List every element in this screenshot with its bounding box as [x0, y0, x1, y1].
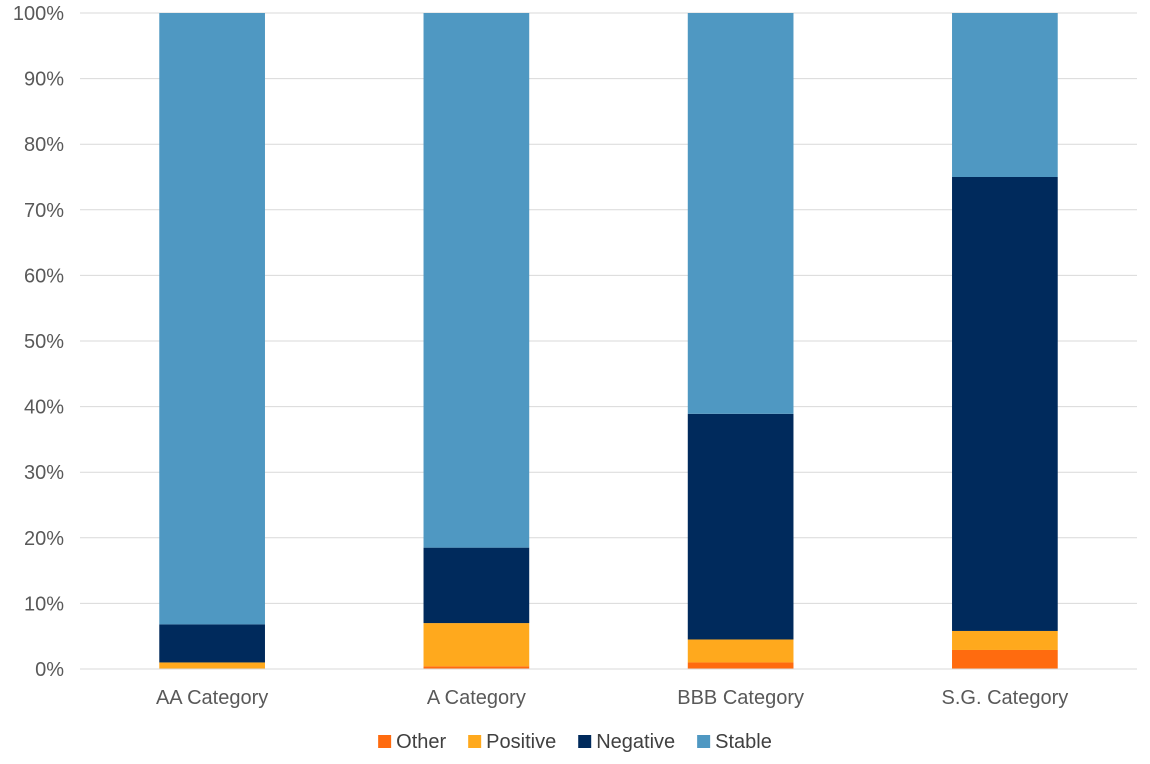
- y-tick-label: 80%: [24, 134, 64, 156]
- bar-segment-stable: [159, 13, 265, 625]
- bar-stack: [423, 13, 530, 669]
- legend-item-negative: Negative: [578, 731, 675, 753]
- bar-segment-stable: [687, 13, 794, 414]
- y-tick-label: 70%: [24, 200, 64, 222]
- y-tick-label: 90%: [24, 69, 64, 91]
- bars: [159, 13, 1058, 669]
- bar-segment-positive: [952, 630, 1058, 650]
- bar-segment-negative: [159, 624, 265, 663]
- bar-segment-negative: [952, 177, 1058, 631]
- y-tick-label: 0%: [35, 659, 64, 681]
- bar-segment-other: [687, 662, 794, 669]
- bar-segment-stable: [952, 13, 1058, 177]
- x-axis-labels: AA Category A Category BBB Category S.G. Ca…: [156, 687, 1068, 709]
- legend-swatch: [697, 735, 711, 748]
- x-tick-label: A Category: [427, 687, 526, 709]
- legend-item-positive: Positive: [468, 731, 556, 753]
- bar-segment-positive: [423, 623, 530, 667]
- y-tick-label: 30%: [24, 462, 64, 484]
- legend: Other Positive Negative Stable: [378, 731, 772, 753]
- bar-stack: [159, 13, 265, 669]
- bar-stack: [952, 13, 1058, 669]
- x-tick-label: AA Category: [156, 687, 268, 709]
- y-tick-label: 50%: [24, 331, 64, 353]
- x-tick-label: BBB Category: [677, 687, 804, 709]
- legend-swatch: [578, 735, 592, 748]
- legend-swatch: [468, 735, 482, 748]
- bar-segment-stable: [423, 13, 530, 548]
- legend-label: Negative: [596, 731, 675, 753]
- y-tick-label: 100%: [13, 3, 64, 25]
- bar-segment-positive: [687, 639, 794, 663]
- legend-swatch: [378, 735, 392, 748]
- legend-label: Positive: [486, 731, 556, 753]
- legend-label: Other: [396, 731, 446, 753]
- bar-segment-other: [952, 649, 1058, 669]
- bar-stack: [687, 13, 794, 669]
- y-tick-label: 60%: [24, 265, 64, 287]
- legend-label: Stable: [715, 731, 772, 753]
- y-tick-label: 10%: [24, 593, 64, 615]
- bar-segment-negative: [423, 547, 530, 624]
- x-tick-label: S.G. Category: [942, 687, 1069, 709]
- y-tick-label: 20%: [24, 528, 64, 550]
- bar-segment-negative: [687, 413, 794, 640]
- legend-item-stable: Stable: [697, 731, 772, 753]
- y-tick-label: 40%: [24, 397, 64, 419]
- bar-segment-positive: [159, 662, 265, 669]
- y-axis-ticks: 0% 10% 20% 30% 40% 50% 60% 70% 80% 90% 100%: [13, 3, 64, 681]
- legend-item-other: Other: [378, 731, 447, 753]
- bar-segment-other: [423, 666, 530, 669]
